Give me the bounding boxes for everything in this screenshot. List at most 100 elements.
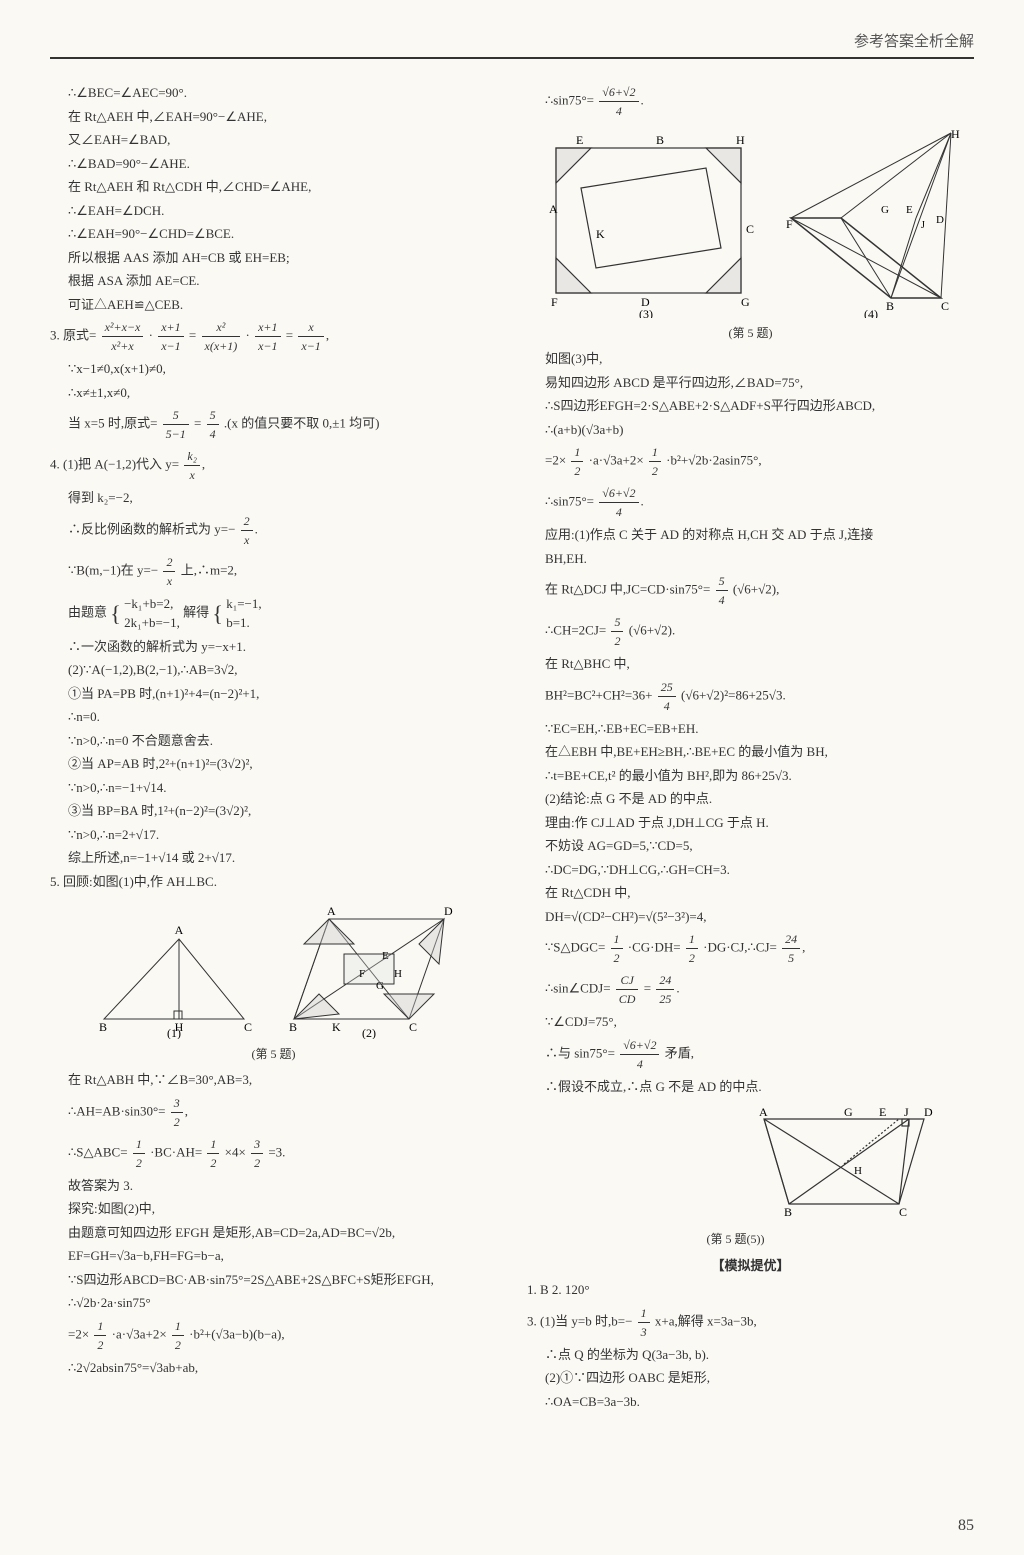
den: 4 <box>207 425 219 443</box>
text: 根据 ASA 添加 AE=CE. <box>50 271 497 291</box>
den: 2 <box>251 1154 263 1172</box>
svg-text:K: K <box>332 1020 341 1034</box>
num: 5 <box>611 613 623 632</box>
num: 5 <box>716 572 728 591</box>
eq: k₁=−1, <box>226 594 261 614</box>
text: =2× <box>545 452 566 467</box>
den: 25 <box>656 990 674 1008</box>
eq: 2k₁+b=−1, <box>124 613 180 633</box>
num: 2 <box>241 512 253 531</box>
text: 理由:作 CJ⊥AD 于点 J,DH⊥CG 于点 H. <box>527 813 974 833</box>
text: 当 x=5 时,原式= <box>68 415 157 430</box>
num: √6+√2 <box>599 484 638 503</box>
caption: (第 5 题(5)) <box>527 1230 944 1247</box>
text: EF=GH=√3a−b,FH=FG=b−a, <box>50 1246 497 1266</box>
text: BH,EH. <box>527 549 974 569</box>
text: 在 Rt△DCJ 中,JC=CD·sin75°= <box>545 581 710 596</box>
svg-text:B: B <box>289 1020 297 1034</box>
text: BH²=BC²+CH²=36+ <box>545 687 652 702</box>
text: ∵n>0,∴n=2+√17. <box>50 825 497 845</box>
num: 24 <box>656 971 674 990</box>
text: ∵B(m,−1)在 y=− 2x 上,∴m=2, <box>50 553 497 590</box>
svg-text:E: E <box>906 204 913 216</box>
text: ∵n>0,∴n=0 不合题意舍去. <box>50 731 497 751</box>
text: ∴S△ABC= 12 ·BC·AH= 12 ×4× 32 =3. <box>50 1135 497 1172</box>
text: 得到 k₂=−2, <box>50 488 497 508</box>
text: 3. (1)当 y=b 时,b=− <box>527 1313 632 1328</box>
num: 1 <box>649 443 661 462</box>
text: 如图(3)中, <box>527 349 974 369</box>
text: ∴一次函数的解析式为 y=−x+1. <box>50 637 497 657</box>
svg-text:B: B <box>656 133 664 147</box>
text: ∴与 sin75°= √6+√24 矛盾, <box>527 1036 974 1073</box>
text: ∴S四边形EFGH=2·S△ABE+2·S△ADF+S平行四边形ABCD, <box>527 396 974 416</box>
den: x−1 <box>255 337 280 355</box>
svg-text:K: K <box>596 227 605 241</box>
text: =2× <box>68 1326 89 1341</box>
section-title: 【模拟提优】 <box>527 1255 974 1274</box>
den: 2 <box>171 1113 183 1131</box>
den: x <box>241 531 253 549</box>
text: ∴与 sin75°= <box>545 1045 615 1060</box>
text: ·a·√3a+2× <box>112 1326 167 1341</box>
svg-text:C: C <box>746 222 754 236</box>
num: 24 <box>782 930 800 949</box>
text: ·a·√3a+2× <box>589 452 644 467</box>
text: DH=√(CD²−CH²)=√(5²−3²)=4, <box>527 907 974 927</box>
text: 1. B 2. 120° <box>527 1280 974 1300</box>
q4-line: 4. (1)把 A(−1,2)代入 y= k₂x, <box>50 447 497 484</box>
q3-line: 3. 原式= x²+x−xx²+x · x+1x−1 = x²x(x+1) · … <box>50 318 497 355</box>
den: 5−1 <box>163 425 189 443</box>
num: x²+x−x <box>102 318 144 337</box>
den: x <box>184 466 200 484</box>
text: 解得 <box>183 604 212 619</box>
svg-text:G: G <box>376 980 384 992</box>
svg-text:B: B <box>99 1020 107 1034</box>
text: ∴点 Q 的坐标为 Q(3a−3b, b). <box>527 1345 974 1365</box>
den: x−1 <box>158 337 183 355</box>
text: ∴CH=2CJ= <box>545 622 606 637</box>
text: 故答案为 3. <box>50 1176 497 1196</box>
text: ∵S△DGC= <box>545 939 605 954</box>
svg-text:H: H <box>951 128 960 141</box>
svg-text:J: J <box>921 220 925 231</box>
figure-3-4: E B H A C K F D G (3) <box>527 128 974 341</box>
text: 在 Rt△ABH 中,∵∠B=30°,AB=3, <box>50 1070 497 1090</box>
den: 4 <box>620 1055 659 1073</box>
text: ∴∠EAH=∠DCH. <box>50 201 497 221</box>
svg-text:C: C <box>409 1020 417 1034</box>
svg-text:C: C <box>244 1020 252 1034</box>
text: = <box>644 980 651 995</box>
den: 2 <box>649 462 661 480</box>
num: 1 <box>172 1317 184 1336</box>
text: ∴√2b·2a·sin75° <box>50 1293 497 1313</box>
svg-text:A: A <box>759 1105 768 1119</box>
text: ∴假设不成立,∴点 G 不是 AD 的中点. <box>527 1077 974 1097</box>
caption: (第 5 题) <box>50 1045 497 1062</box>
text: 所以根据 AAS 添加 AH=CB 或 EH=EB; <box>50 248 497 268</box>
text: 探究:如图(2)中, <box>50 1199 497 1219</box>
svg-text:G: G <box>844 1105 853 1119</box>
svg-text:H: H <box>736 133 745 147</box>
den: 4 <box>599 102 638 120</box>
text: 在 Rt△AEH 中,∠EAH=90°−∠AHE, <box>50 107 497 127</box>
text: ·CG·DH= <box>628 939 681 954</box>
text: ①当 PA=PB 时,(n+1)²+4=(n−2)²+1, <box>50 684 497 704</box>
text: =2× 12 ·a·√3a+2× 12 ·b²+(√3a−b)(b−a), <box>50 1317 497 1354</box>
text: 3. (1)当 y=b 时,b=− 13 x+a,解得 x=3a−3b, <box>527 1304 974 1341</box>
text: ×4× <box>225 1144 246 1159</box>
text: 由题意可知四边形 EFGH 是矩形,AB=CD=2a,AD=BC=√2b, <box>50 1223 497 1243</box>
figure-1-2: A B H C (2) (1) <box>50 899 497 1062</box>
den: x−1 <box>298 337 323 355</box>
num: 5 <box>163 406 189 425</box>
num: x² <box>202 318 241 337</box>
svg-text:F: F <box>786 217 793 231</box>
text: ∴反比例函数的解析式为 y=− <box>68 521 235 536</box>
num: x+1 <box>158 318 183 337</box>
text: =3. <box>268 1144 285 1159</box>
text: ∴sin∠CDJ= CJCD = 2425. <box>527 971 974 1008</box>
text: 4. (1)把 A(−1,2)代入 y= <box>50 456 179 471</box>
svg-text:B: B <box>886 299 894 313</box>
text: ∵∠CDJ=75°, <box>527 1012 974 1032</box>
text: 易知四边形 ABCD 是平行四边形,∠BAD=75°, <box>527 373 974 393</box>
